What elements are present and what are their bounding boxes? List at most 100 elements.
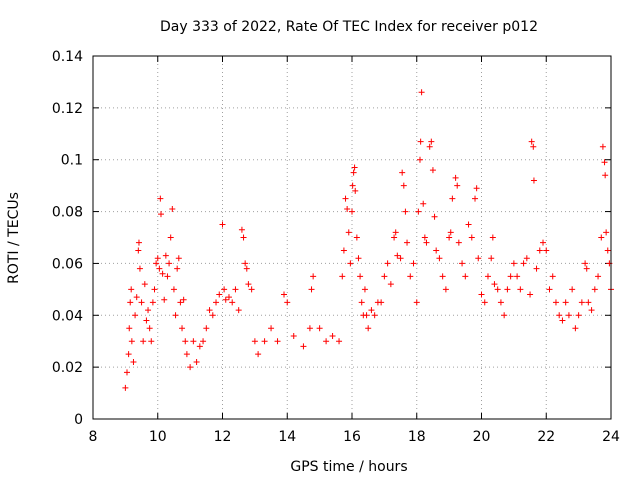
data-point	[491, 281, 498, 288]
data-point	[520, 260, 527, 267]
data-point	[238, 226, 245, 233]
data-point	[421, 234, 428, 241]
data-point	[517, 286, 524, 293]
data-point	[572, 325, 579, 332]
data-point	[245, 281, 252, 288]
data-point	[604, 247, 611, 254]
data-point	[447, 229, 454, 236]
y-tick-label: 0.02	[52, 360, 83, 376]
data-point	[442, 286, 449, 293]
x-tick-label: 14	[278, 429, 296, 445]
data-point	[156, 265, 163, 272]
data-point	[123, 369, 130, 376]
y-axis-label: ROTI / TECUs	[6, 192, 22, 284]
data-point	[164, 273, 171, 280]
data-point	[350, 169, 357, 176]
data-point	[507, 273, 514, 280]
data-point	[473, 185, 480, 192]
data-point	[243, 265, 250, 272]
x-tick-label: 20	[473, 429, 491, 445]
data-point	[140, 338, 147, 345]
data-point	[306, 325, 313, 332]
data-point	[391, 234, 398, 241]
data-point	[268, 325, 275, 332]
data-point	[562, 299, 569, 306]
data-point	[420, 200, 427, 207]
data-point	[415, 208, 422, 215]
data-point	[489, 234, 496, 241]
y-tick-label: 0.1	[61, 153, 83, 169]
data-point	[166, 260, 173, 267]
data-point	[540, 239, 547, 246]
data-point	[446, 234, 453, 241]
data-point	[565, 312, 572, 319]
data-point	[488, 255, 495, 262]
data-point	[240, 234, 247, 241]
x-tick-label: 24	[602, 429, 620, 445]
data-point	[229, 299, 236, 306]
data-point	[528, 138, 535, 145]
data-point	[423, 239, 430, 246]
data-point	[392, 229, 399, 236]
x-tick-label: 16	[343, 429, 361, 445]
data-point	[559, 317, 566, 324]
data-point	[193, 358, 200, 365]
data-point	[148, 338, 155, 345]
data-point	[449, 195, 456, 202]
data-point	[497, 299, 504, 306]
data-point	[157, 195, 164, 202]
data-point	[135, 239, 142, 246]
data-point	[578, 299, 585, 306]
data-point	[122, 384, 129, 391]
y-tick-label: 0.14	[52, 49, 83, 65]
grid	[93, 56, 611, 419]
data-point	[418, 89, 425, 96]
data-point	[387, 281, 394, 288]
y-tick-label: 0.12	[52, 101, 83, 117]
data-point	[410, 260, 417, 267]
data-point	[357, 273, 364, 280]
data-point	[177, 299, 184, 306]
x-tick-label: 22	[537, 429, 555, 445]
data-point	[149, 299, 156, 306]
data-point	[431, 213, 438, 220]
data-point	[523, 255, 530, 262]
data-point	[452, 174, 459, 181]
data-point	[222, 296, 229, 303]
data-point	[481, 299, 488, 306]
x-tick-label: 8	[89, 429, 98, 445]
data-point	[351, 164, 358, 171]
plot-frame	[92, 55, 612, 420]
data-point	[404, 239, 411, 246]
data-point	[384, 260, 391, 267]
data-point	[468, 234, 475, 241]
data-point	[378, 299, 385, 306]
data-point	[203, 325, 210, 332]
data-point	[599, 143, 606, 150]
data-point	[175, 255, 182, 262]
data-point	[232, 286, 239, 293]
data-point	[429, 167, 436, 174]
data-point	[344, 205, 351, 212]
data-point	[514, 273, 521, 280]
data-point	[213, 299, 220, 306]
data-point	[569, 286, 576, 293]
data-point	[472, 195, 479, 202]
data-point	[138, 299, 145, 306]
data-point	[242, 260, 249, 267]
data-point	[136, 265, 143, 272]
data-point	[153, 260, 160, 267]
data-point	[355, 255, 362, 262]
data-point	[323, 338, 330, 345]
data-point	[365, 325, 372, 332]
data-point	[340, 247, 347, 254]
data-point	[546, 286, 553, 293]
data-point	[261, 338, 268, 345]
data-point	[130, 358, 137, 365]
data-point	[219, 221, 226, 228]
axis-ticks: 8 10 12 14 16 18 20 22 24 0 0.02 0.04 0.06 0.08 0.1 0.1…	[52, 49, 620, 445]
data-point	[209, 312, 216, 319]
data-point	[221, 286, 228, 293]
data-point	[141, 281, 148, 288]
data-point	[601, 159, 608, 166]
